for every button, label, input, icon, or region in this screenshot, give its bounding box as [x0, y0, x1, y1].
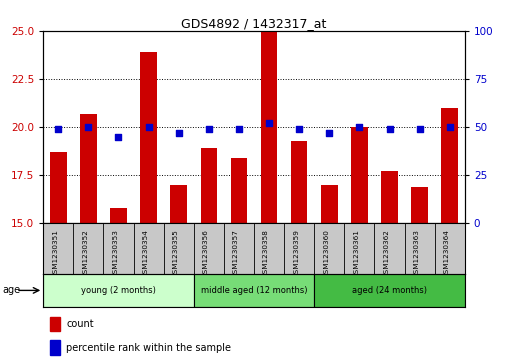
Text: GSM1230362: GSM1230362: [384, 229, 390, 278]
Text: GSM1230352: GSM1230352: [82, 229, 88, 278]
Point: [416, 126, 424, 132]
Text: GSM1230361: GSM1230361: [354, 229, 360, 278]
Text: GSM1230364: GSM1230364: [444, 229, 450, 278]
Bar: [49, 317, 60, 331]
Text: GSM1230359: GSM1230359: [293, 229, 299, 278]
Bar: [231, 158, 247, 223]
Text: GSM1230355: GSM1230355: [173, 229, 179, 278]
Title: GDS4892 / 1432317_at: GDS4892 / 1432317_at: [181, 17, 327, 30]
Bar: [194, 274, 314, 307]
Text: middle aged (12 months): middle aged (12 months): [201, 286, 307, 295]
Text: GSM1230353: GSM1230353: [112, 229, 118, 278]
Bar: [49, 340, 60, 355]
Bar: [411, 187, 428, 223]
Bar: [50, 152, 67, 223]
Point: [175, 130, 183, 136]
Point: [446, 124, 454, 130]
Point: [325, 130, 333, 136]
Text: count: count: [67, 319, 94, 329]
Bar: [110, 208, 127, 223]
Text: GSM1230360: GSM1230360: [323, 229, 329, 278]
Bar: [381, 171, 398, 223]
Text: young (2 months): young (2 months): [81, 286, 156, 295]
Point: [144, 124, 152, 130]
Bar: [314, 274, 465, 307]
Text: GSM1230356: GSM1230356: [203, 229, 209, 278]
Bar: [201, 148, 217, 223]
Text: GSM1230351: GSM1230351: [52, 229, 58, 278]
Point: [295, 126, 303, 132]
Bar: [351, 127, 368, 223]
Text: age: age: [3, 285, 21, 295]
Point: [205, 126, 213, 132]
Bar: [43, 274, 194, 307]
Point: [386, 126, 394, 132]
Point: [54, 126, 62, 132]
Bar: [291, 140, 307, 223]
Point: [355, 124, 363, 130]
Point: [235, 126, 243, 132]
Point: [114, 134, 122, 139]
Bar: [321, 185, 338, 223]
Text: GSM1230363: GSM1230363: [414, 229, 420, 278]
Bar: [170, 185, 187, 223]
Text: percentile rank within the sample: percentile rank within the sample: [67, 343, 231, 352]
Text: aged (24 months): aged (24 months): [352, 286, 427, 295]
Bar: [140, 52, 157, 223]
Point: [84, 124, 92, 130]
Bar: [80, 114, 97, 223]
Text: GSM1230357: GSM1230357: [233, 229, 239, 278]
Text: GSM1230354: GSM1230354: [143, 229, 148, 278]
Bar: [441, 108, 458, 223]
Bar: [261, 29, 277, 223]
Point: [265, 120, 273, 126]
Text: GSM1230358: GSM1230358: [263, 229, 269, 278]
